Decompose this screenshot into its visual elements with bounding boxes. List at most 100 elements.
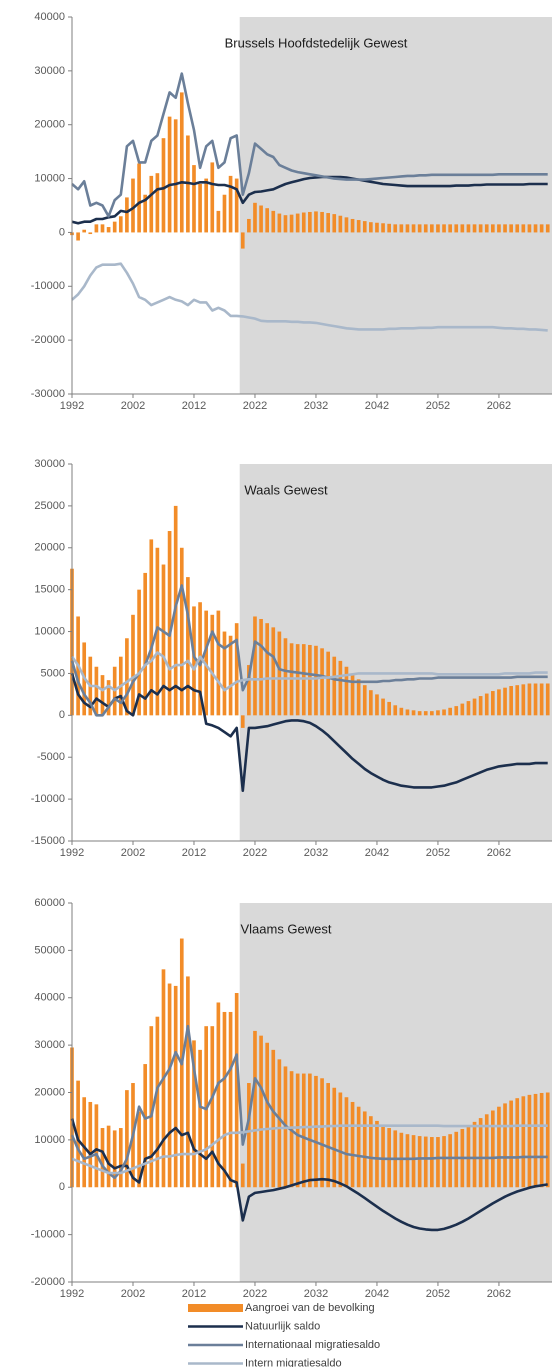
bar (137, 1111, 141, 1188)
bar (149, 539, 154, 716)
line (71, 1124, 548, 1175)
bar (283, 638, 288, 716)
line (70, 673, 548, 792)
bar (253, 1030, 257, 1188)
bar (472, 1121, 477, 1188)
bar (198, 1049, 202, 1188)
bar (106, 227, 111, 233)
bar (283, 215, 288, 233)
bar (210, 162, 215, 233)
bar (289, 214, 294, 233)
y-tick-label: 30000 (34, 1039, 65, 1051)
y-tick-label: 50000 (34, 944, 65, 956)
bar (308, 211, 312, 233)
line (70, 584, 548, 717)
bar (240, 1163, 245, 1188)
bar (344, 1097, 349, 1188)
bar (301, 1073, 306, 1188)
bar (362, 685, 367, 716)
bar (277, 1059, 282, 1188)
bar (362, 1111, 367, 1188)
x-tick-label: 2022 (243, 1288, 267, 1300)
x-tick-label: 2032 (304, 1288, 328, 1300)
bar (192, 165, 196, 233)
bar (393, 705, 398, 716)
bar (460, 703, 465, 716)
bar (137, 589, 141, 716)
bar (173, 119, 178, 233)
bar (375, 222, 379, 233)
bar (277, 213, 282, 233)
bar (466, 701, 471, 716)
x-tick-label: 2052 (426, 400, 450, 412)
bar (314, 1075, 318, 1188)
bar (503, 224, 507, 233)
x-tick-label: 1992 (60, 847, 84, 859)
bar (161, 138, 166, 233)
bar (100, 1128, 105, 1188)
bar (253, 202, 257, 233)
bar (491, 224, 495, 233)
bar (143, 1064, 148, 1188)
bar (533, 224, 538, 233)
bar (460, 224, 465, 233)
bar (82, 229, 87, 233)
bar (497, 689, 501, 716)
bar (112, 221, 117, 233)
bar (417, 224, 422, 233)
y-tick-label: 40000 (34, 992, 65, 1004)
bar (423, 1136, 428, 1188)
bar (143, 572, 148, 716)
bar (491, 1110, 495, 1188)
bar (369, 690, 373, 716)
bar (118, 216, 123, 233)
bar (411, 710, 416, 716)
bar (94, 224, 99, 233)
bar (265, 208, 270, 233)
bar (320, 1078, 324, 1188)
y-tick-label: 60000 (34, 897, 65, 909)
x-tick-label: 2042 (365, 400, 389, 412)
bar (265, 1042, 270, 1188)
x-tick-label: 2012 (182, 1288, 206, 1300)
y-tick-label: 15000 (34, 584, 65, 596)
y-tick-label: -10000 (31, 280, 65, 292)
bar (405, 1134, 410, 1188)
bar (375, 1120, 379, 1188)
bar (448, 707, 452, 716)
bar (466, 1125, 471, 1188)
line (71, 72, 548, 218)
y-tick-label: 30000 (34, 458, 65, 470)
bar (356, 220, 361, 233)
y-tick-label: -15000 (31, 835, 65, 847)
bar (436, 224, 440, 233)
bar (234, 993, 239, 1188)
x-tick-label: 1992 (60, 1288, 84, 1300)
line (71, 262, 548, 332)
bar (436, 710, 440, 716)
bar (308, 644, 312, 716)
bar (448, 1134, 452, 1188)
y-tick-label: 10000 (34, 1134, 65, 1146)
bar (167, 116, 172, 233)
bar (515, 1098, 520, 1188)
bar (234, 178, 239, 233)
bar (137, 163, 141, 233)
bar (326, 651, 330, 716)
bar (411, 1135, 416, 1188)
bar (149, 175, 154, 233)
bar (228, 635, 233, 716)
x-tick-label: 2012 (182, 847, 206, 859)
bar (545, 224, 550, 233)
bar (527, 683, 532, 716)
bar (497, 1106, 501, 1188)
bar (228, 175, 233, 233)
bar (344, 666, 349, 716)
bar (423, 711, 428, 716)
bar (167, 531, 172, 716)
bar (454, 224, 459, 233)
bar (478, 1118, 483, 1188)
legend-label: Aangroei van de bevolking (245, 1302, 375, 1314)
bar (76, 1080, 80, 1188)
bar (436, 1137, 440, 1188)
